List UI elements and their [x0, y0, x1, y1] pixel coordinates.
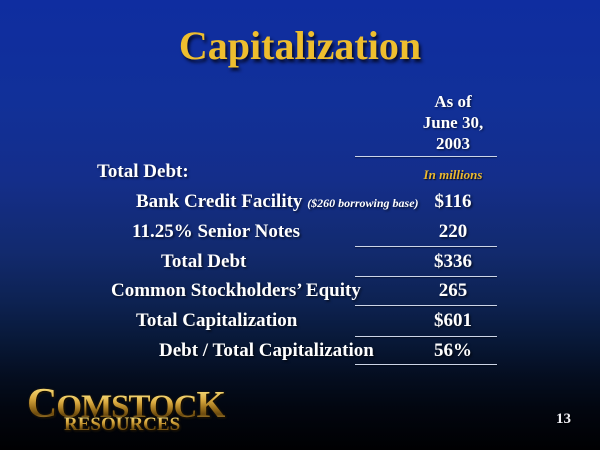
row-label-note: ($260 borrowing base) [307, 196, 419, 210]
row-value-total-debt: $336 [434, 251, 472, 272]
section-label-total-debt: Total Debt: [97, 161, 189, 182]
row-value-stockholders-equity: 265 [438, 280, 468, 301]
header-underline [355, 156, 497, 157]
value-underline [355, 276, 497, 277]
units-note: In millions [423, 167, 483, 182]
row-value-bank-credit-facility: $116 [434, 191, 472, 212]
column-header-as-of-date: As of June 30, 2003 [422, 92, 484, 153]
row-value-senior-notes: 220 [438, 221, 468, 242]
row-value-total-capitalization: $601 [434, 310, 472, 331]
page-title: Capitalization [178, 23, 422, 68]
logo-letters: OMSTOC [56, 389, 197, 425]
row-label-debt-ratio: Debt / Total Capitalization [159, 340, 374, 361]
comstock-resources-logo: COMSTOCK RESOURCES [27, 381, 226, 434]
value-underline [355, 305, 497, 306]
row-label-stockholders-equity: Common Stockholders’ Equity [111, 280, 361, 301]
logo-letters: RESOURCES [64, 414, 181, 435]
row-label-text: Bank Credit Facility [136, 191, 303, 212]
row-label-senior-notes: 11.25% Senior Notes [132, 221, 301, 242]
value-underline [355, 246, 497, 247]
row-label-bank-credit-facility: Bank Credit Facility ($260 borrowing bas… [136, 191, 419, 214]
value-underline [355, 364, 497, 365]
logo-wordmark-resources: RESOURCES [64, 415, 207, 434]
row-label-total-debt: Total Debt [161, 251, 247, 272]
row-label-total-capitalization: Total Capitalization [136, 310, 298, 331]
logo-wordmark-comstock: COMSTOCK [27, 381, 226, 427]
value-underline [355, 336, 497, 337]
row-value-debt-ratio: 56% [434, 340, 472, 361]
logo-letter: K [196, 384, 226, 426]
page-number: 13 [556, 411, 571, 427]
logo-letter: C [27, 381, 57, 427]
